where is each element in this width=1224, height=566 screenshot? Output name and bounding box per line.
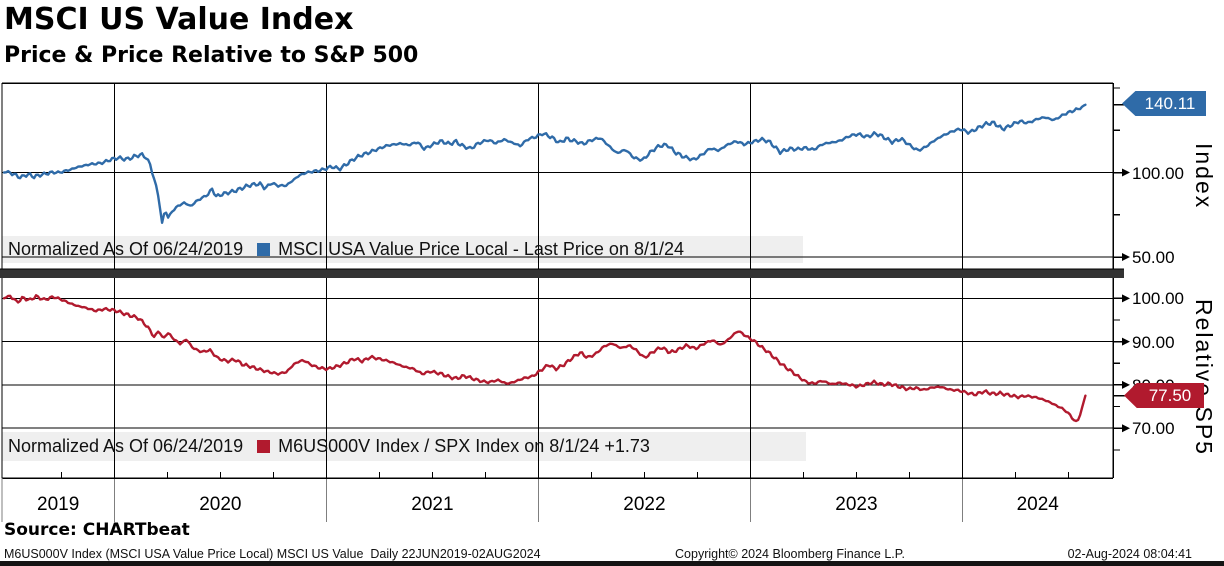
series-swatch-icon (257, 440, 271, 453)
bottom-bar (0, 561, 1224, 566)
series-line-relative (2, 294, 1087, 423)
page-subtitle: Price & Price Relative to S&P 500 (4, 43, 419, 68)
series-label-index: MSCI USA Value Price Local - Last Price … (278, 239, 685, 259)
y-axis-title-relative: Relative SP5 (1191, 299, 1217, 456)
source-line: Source: CHARTbeat (4, 520, 190, 540)
legend-bottom: Normalized As Of 06/24/2019 M6US000V Ind… (8, 436, 650, 457)
x-tick-label-2019: 2019 (37, 494, 80, 515)
footer-ticker-info: M6US000V Index (MSCI USA Value Price Loc… (4, 547, 541, 561)
x-tick-label-2022: 2022 (623, 494, 666, 515)
last-price-badge-index: 140.11 (1122, 91, 1206, 116)
x-tick-label-2020: 2020 (199, 494, 242, 515)
panel-divider (0, 269, 1124, 278)
x-tick-label-2021: 2021 (411, 494, 454, 515)
last-price-badge-relative: 77.50 (1124, 383, 1204, 408)
x-tick-label-2024: 2024 (1016, 494, 1059, 515)
page-title: MSCI US Value Index (4, 2, 354, 37)
x-tick-label-2023: 2023 (835, 494, 878, 515)
legend-background-bottom (2, 432, 806, 461)
y-tick-label-70: 70.00 (1132, 419, 1175, 439)
y-axis-title-index: Index (1191, 143, 1217, 210)
normalized-as-of-label: Normalized As Of 06/24/2019 (8, 436, 244, 456)
series-swatch-icon (257, 243, 271, 256)
y-tick-label-100: 100.00 (1132, 163, 1184, 183)
y-tick-label-100: 100.00 (1132, 289, 1184, 309)
footer-timestamp: 02-Aug-2024 08:04:41 (1067, 547, 1192, 561)
footer-copyright: Copyright© 2024 Bloomberg Finance L.P. (675, 547, 905, 561)
series-label-relative: M6US000V Index / SPX Index on 8/1/24 +1.… (278, 436, 650, 456)
y-tick-label-50: 50.00 (1132, 248, 1175, 268)
normalized-as-of-label: Normalized As Of 06/24/2019 (8, 239, 244, 259)
series-line-index (2, 103, 1087, 224)
legend-top: Normalized As Of 06/24/2019 MSCI USA Val… (8, 239, 684, 260)
legend-background-top (2, 236, 803, 263)
y-tick-label-90: 90.00 (1132, 332, 1175, 352)
